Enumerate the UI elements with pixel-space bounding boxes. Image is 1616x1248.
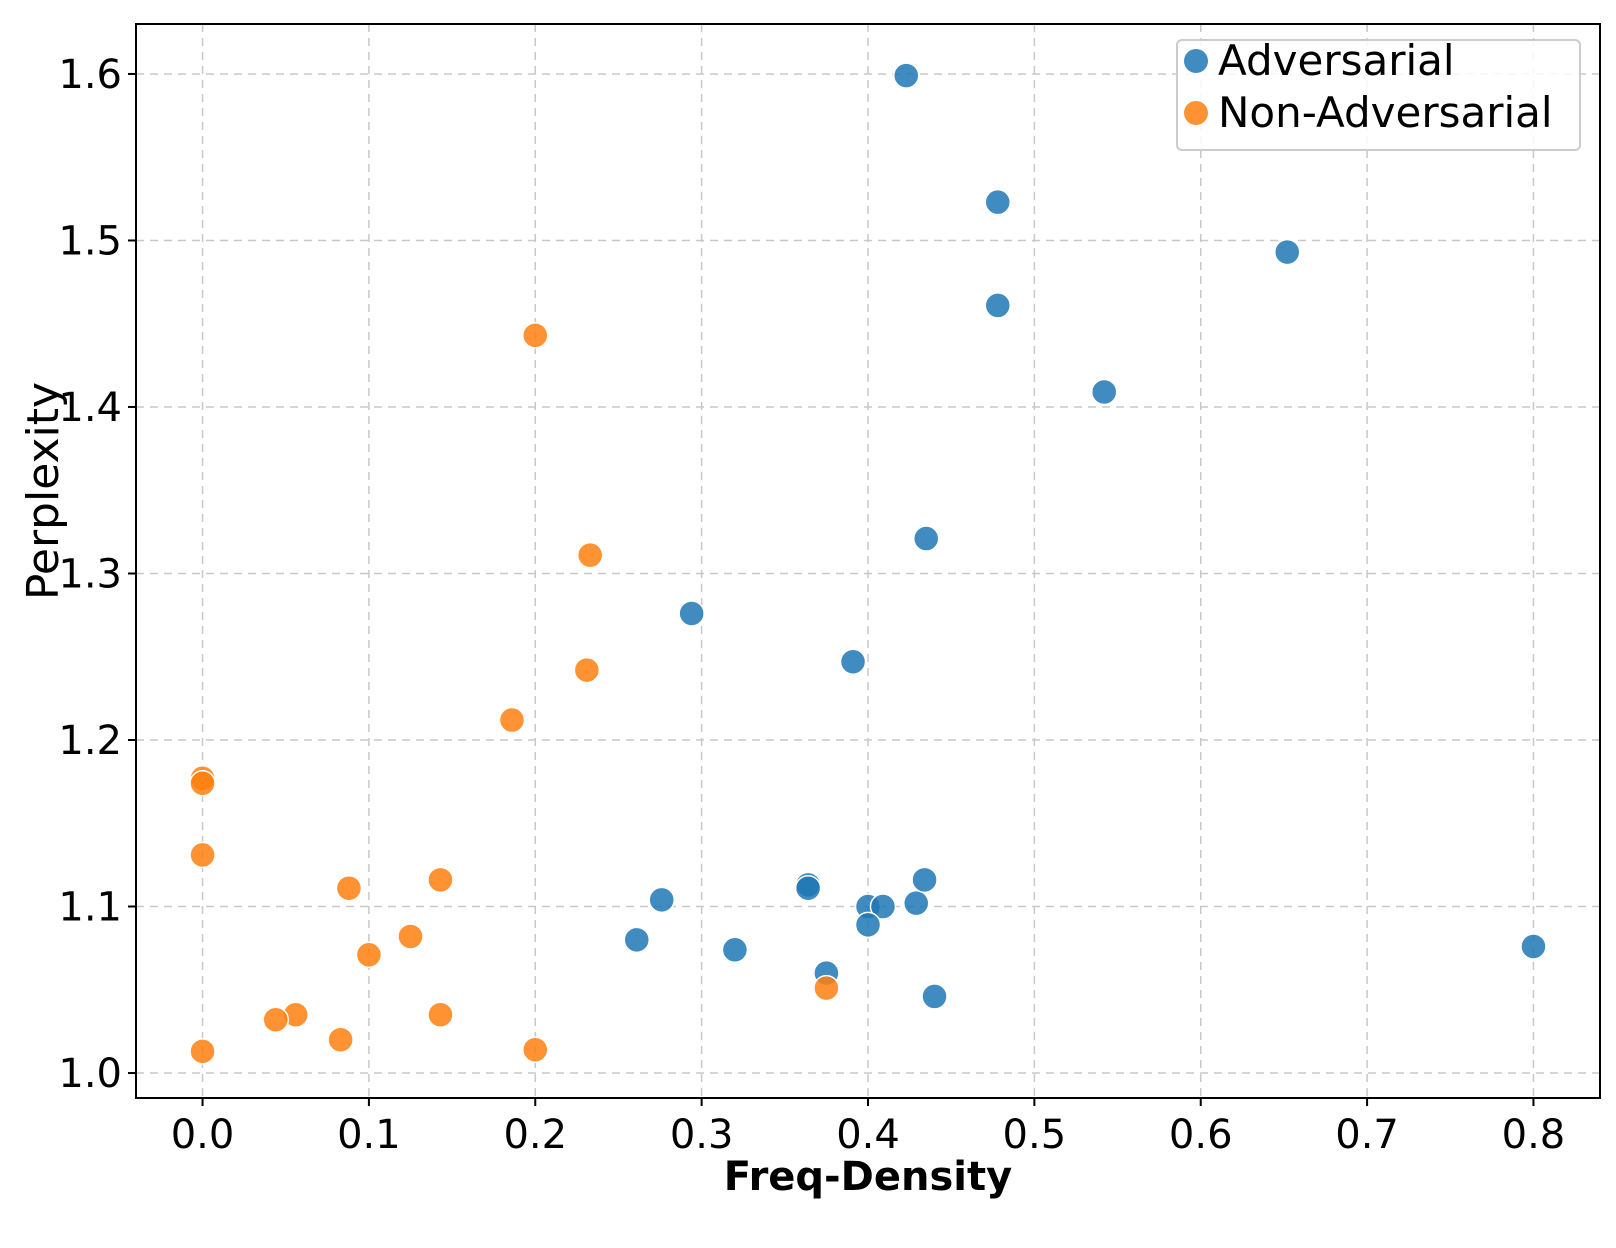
point-non-adversarial <box>397 923 424 950</box>
point-adversarial <box>854 911 882 939</box>
point-non-adversarial <box>355 941 383 969</box>
point-non-adversarial <box>189 1038 216 1065</box>
legend-marker-non-adversarial <box>1184 101 1208 125</box>
x-tick-label: 0.3 <box>670 1112 734 1158</box>
y-tick-label: 1.5 <box>58 218 122 264</box>
point-adversarial <box>984 188 1012 216</box>
x-axis-label: Freq-Density <box>724 1154 1012 1200</box>
y-tick-label: 1.1 <box>58 885 122 931</box>
x-tick-label: 0.7 <box>1335 1112 1399 1158</box>
y-tick-label: 1.6 <box>58 52 122 98</box>
point-adversarial <box>911 866 938 894</box>
point-adversarial <box>893 62 920 89</box>
axis-ticks: 0.0 0.1 0.2 0.3 0.4 0.5 0.6 0.7 0.8 1.0 1.1 1.2 1.3 1… <box>58 52 1565 1158</box>
point-non-adversarial <box>522 1036 549 1063</box>
point-adversarial <box>1273 238 1301 266</box>
point-non-adversarial <box>335 874 363 902</box>
point-adversarial <box>721 936 749 964</box>
point-non-adversarial <box>262 1006 289 1033</box>
point-adversarial <box>1520 933 1547 960</box>
point-non-adversarial <box>498 706 526 734</box>
point-non-adversarial <box>522 322 549 349</box>
point-adversarial <box>869 893 897 920</box>
legend-box <box>1176 39 1581 151</box>
point-non-adversarial <box>327 1026 354 1053</box>
point-adversarial <box>648 886 675 914</box>
point-non-adversarial <box>427 866 454 894</box>
point-adversarial <box>839 648 867 675</box>
point-non-adversarial <box>813 974 840 1002</box>
x-tick-label: 0.6 <box>1169 1112 1233 1158</box>
point-non-adversarial <box>189 770 216 797</box>
data-points <box>189 62 1547 1065</box>
point-non-adversarial <box>576 541 604 569</box>
point-adversarial <box>912 525 940 552</box>
y-tick-label: 1.2 <box>58 718 122 764</box>
y-tick-label: 1.0 <box>58 1051 122 1097</box>
point-adversarial <box>984 292 1012 319</box>
x-tick-label: 0.4 <box>836 1112 900 1158</box>
legend-label-non-adversarial: Non-Adversarial <box>1218 88 1553 137</box>
x-tick-label: 0.8 <box>1502 1112 1566 1158</box>
legend: Adversarial Non-Adversarial <box>1176 36 1581 151</box>
point-non-adversarial <box>189 841 216 869</box>
point-adversarial <box>1090 378 1118 406</box>
point-non-adversarial <box>427 1001 454 1028</box>
point-adversarial <box>921 983 948 1010</box>
point-adversarial <box>794 874 822 902</box>
x-tick-label: 0.0 <box>171 1112 235 1158</box>
x-tick-label: 0.1 <box>337 1112 401 1158</box>
point-adversarial <box>678 600 705 627</box>
legend-label-adversarial: Adversarial <box>1218 36 1455 85</box>
point-non-adversarial <box>573 656 601 684</box>
point-adversarial <box>623 926 651 954</box>
y-tick-label: 1.4 <box>58 385 122 431</box>
legend-marker-adversarial <box>1184 49 1208 73</box>
x-tick-label: 0.5 <box>1003 1112 1067 1158</box>
y-axis-label: Perplexity <box>18 382 69 600</box>
x-tick-label: 0.2 <box>503 1112 567 1158</box>
point-adversarial <box>902 889 930 917</box>
y-tick-label: 1.3 <box>58 551 122 597</box>
